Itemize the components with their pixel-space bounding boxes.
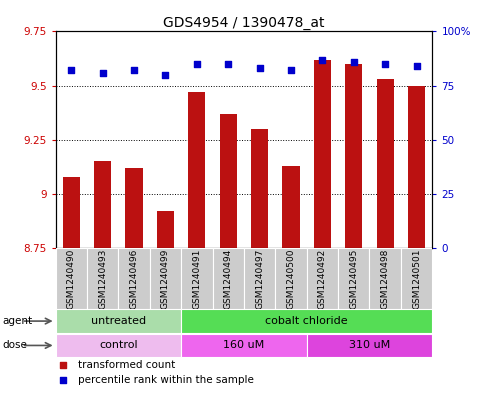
Bar — [63, 176, 80, 248]
Title: GDS4954 / 1390478_at: GDS4954 / 1390478_at — [163, 17, 325, 30]
Text: GSM1240501: GSM1240501 — [412, 248, 421, 309]
Bar — [213, 248, 244, 309]
Bar — [94, 162, 111, 248]
Bar — [87, 248, 118, 309]
Text: GSM1240497: GSM1240497 — [255, 248, 264, 309]
Bar — [401, 248, 432, 309]
Text: GSM1240494: GSM1240494 — [224, 248, 233, 309]
Bar — [56, 334, 181, 357]
Bar — [244, 248, 275, 309]
Text: dose: dose — [2, 340, 28, 351]
Bar — [307, 248, 338, 309]
Text: GSM1240496: GSM1240496 — [129, 248, 139, 309]
Bar — [369, 248, 401, 309]
Bar — [56, 309, 181, 333]
Bar — [408, 86, 425, 248]
Bar — [157, 211, 174, 248]
Bar — [314, 60, 331, 248]
Point — [68, 67, 75, 73]
Bar — [150, 248, 181, 309]
Point — [193, 61, 201, 67]
Bar — [56, 248, 87, 309]
Bar — [181, 248, 213, 309]
Bar — [251, 129, 268, 248]
Text: GSM1240495: GSM1240495 — [349, 248, 358, 309]
Point — [287, 67, 295, 73]
Bar — [377, 79, 394, 248]
Point — [350, 59, 357, 65]
Point — [319, 57, 327, 63]
Point — [382, 61, 389, 67]
Text: cobalt chloride: cobalt chloride — [265, 316, 348, 326]
Bar — [220, 114, 237, 248]
Point — [224, 61, 232, 67]
Point — [412, 63, 420, 69]
Bar — [126, 168, 142, 248]
Point — [99, 70, 107, 76]
Bar — [275, 248, 307, 309]
Text: GSM1240493: GSM1240493 — [98, 248, 107, 309]
Text: control: control — [99, 340, 138, 351]
Text: agent: agent — [2, 316, 32, 326]
Bar — [188, 92, 205, 248]
Text: GSM1240500: GSM1240500 — [286, 248, 296, 309]
Bar — [307, 334, 432, 357]
Text: transformed count: transformed count — [78, 360, 175, 370]
Point — [256, 65, 264, 72]
Text: GSM1240492: GSM1240492 — [318, 248, 327, 309]
Bar — [181, 309, 432, 333]
Text: 160 uM: 160 uM — [223, 340, 265, 351]
Text: GSM1240498: GSM1240498 — [381, 248, 390, 309]
Bar — [345, 64, 362, 248]
Text: 310 uM: 310 uM — [349, 340, 390, 351]
Point — [59, 377, 67, 383]
Bar — [118, 248, 150, 309]
Text: GSM1240490: GSM1240490 — [67, 248, 76, 309]
Text: GSM1240491: GSM1240491 — [192, 248, 201, 309]
Bar — [338, 248, 369, 309]
Point — [130, 67, 138, 73]
Point — [59, 362, 67, 369]
Text: percentile rank within the sample: percentile rank within the sample — [78, 375, 254, 385]
Text: untreated: untreated — [91, 316, 146, 326]
Bar — [283, 166, 299, 248]
Point — [161, 72, 170, 78]
Text: GSM1240499: GSM1240499 — [161, 248, 170, 309]
Bar — [181, 334, 307, 357]
